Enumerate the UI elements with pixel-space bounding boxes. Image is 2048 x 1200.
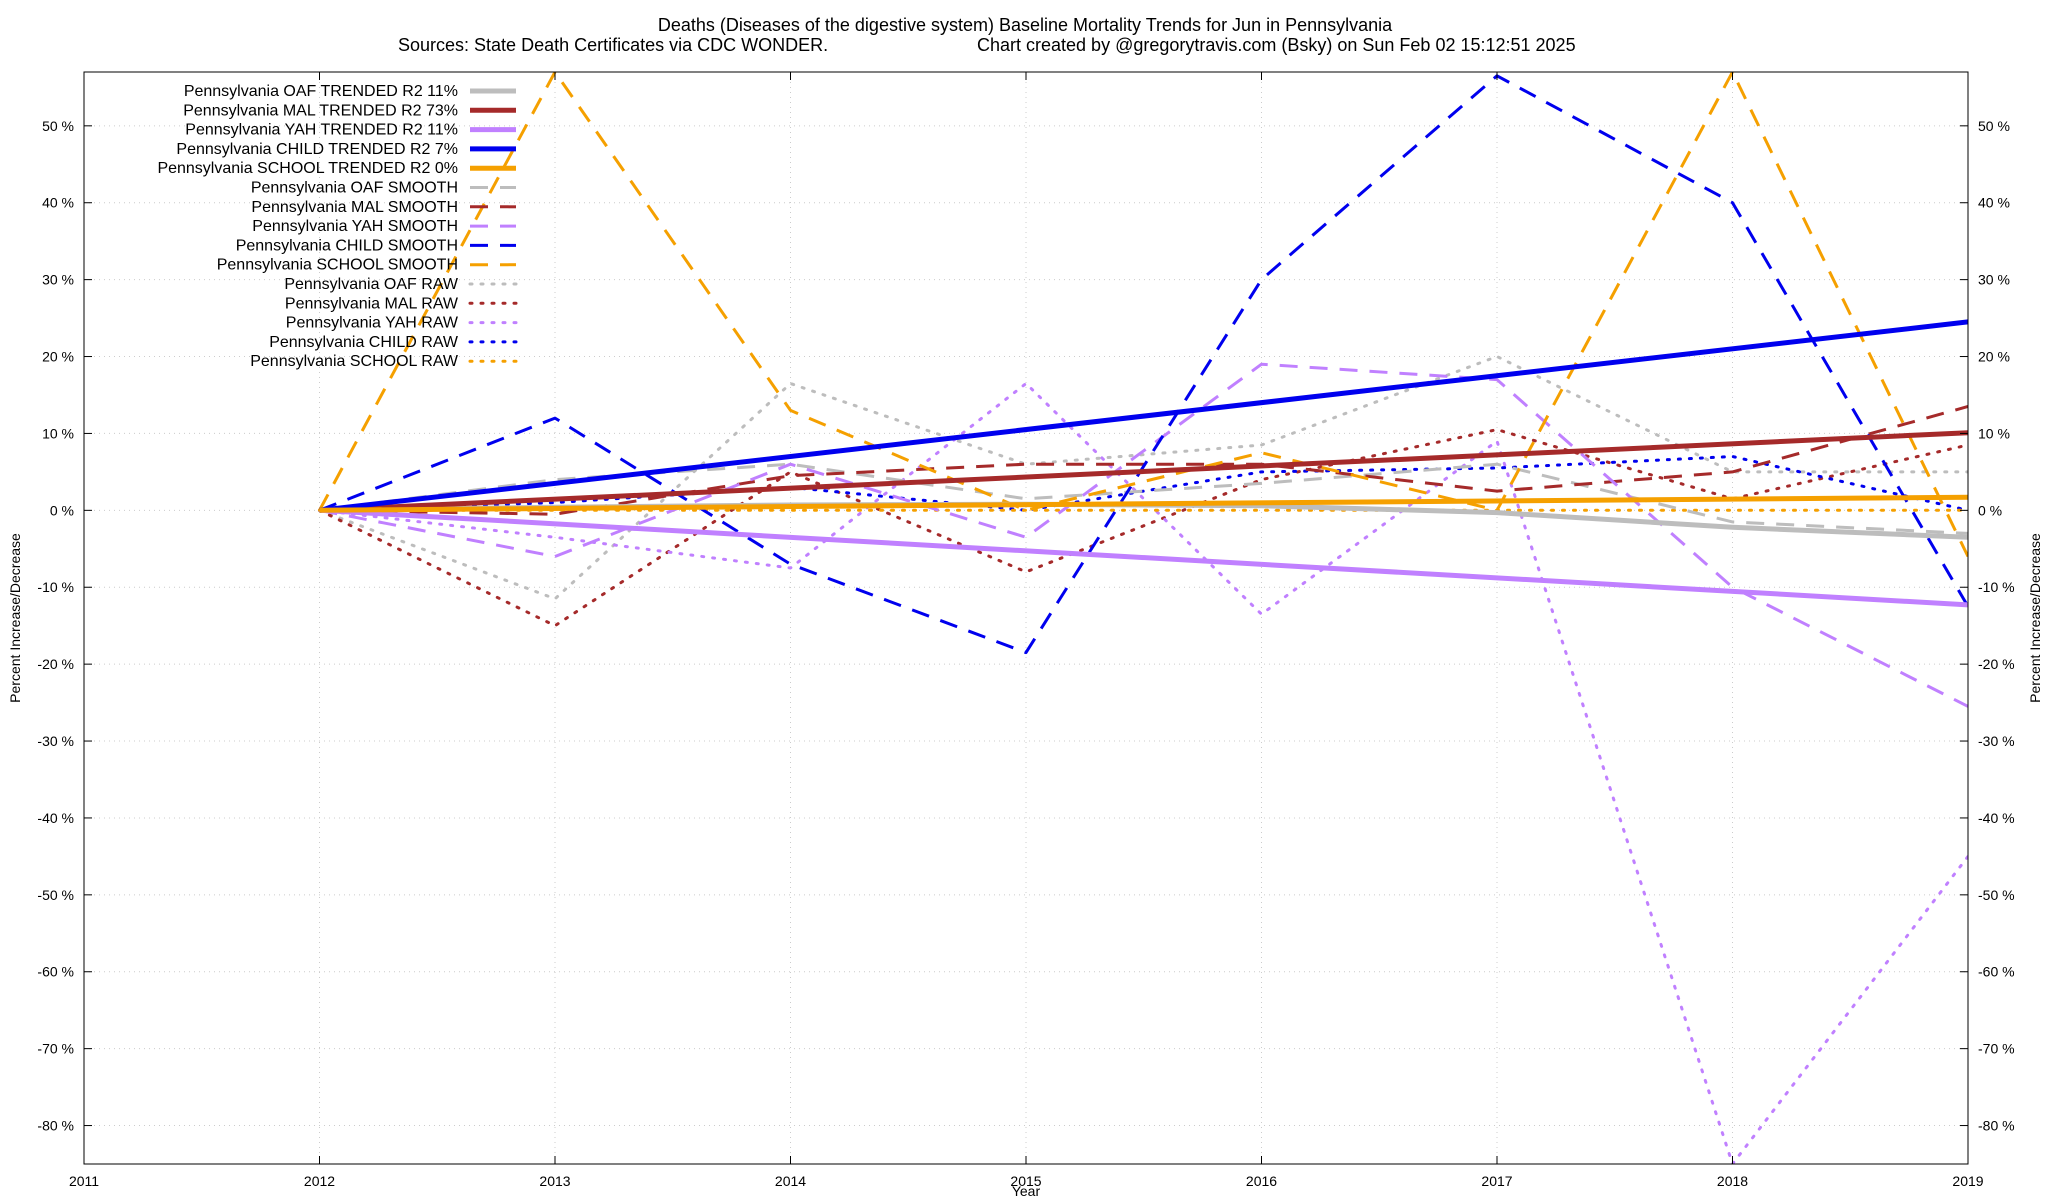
legend-label-13: Pennsylvania CHILD RAW	[269, 334, 459, 351]
ticks-layer: 2011 2012 2013 2014 2015 2016 2017 2018 2019 -80 …	[37, 72, 2015, 1189]
y-tick-label-right: 30 %	[1978, 272, 2010, 288]
series-line-13	[318, 455, 1968, 512]
x-tick-label: 2013	[539, 1173, 570, 1189]
legend-label-10: Pennsylvania OAF RAW	[284, 276, 459, 293]
y-tick-label-left: -10 %	[37, 579, 74, 595]
series-line-1	[319, 430, 1968, 513]
chart-title: Deaths (Diseases of the digestive system…	[658, 15, 1393, 35]
legend-label-2: Pennsylvania YAH TRENDED R2 11%	[185, 122, 458, 139]
series-line-7	[319, 362, 1968, 708]
y-tick-label-left: -40 %	[37, 810, 74, 826]
y-tick-label-left: -70 %	[37, 1041, 74, 1057]
grid-layer	[83, 72, 1969, 1164]
y-axis-label-right: Percent Increase/Decrease	[2027, 533, 2043, 703]
chart-subtitle-credit: Chart created by @gregorytravis.com (Bsk…	[977, 35, 1576, 55]
y-tick-label-left: 10 %	[42, 425, 74, 441]
y-tick-label-right: 40 %	[1978, 195, 2010, 211]
series-line-11	[318, 428, 1968, 628]
y-tick-label-right: 50 %	[1978, 118, 2010, 134]
x-tick-label: 2018	[1717, 1173, 1748, 1189]
x-tick-label: 2017	[1481, 1173, 1512, 1189]
y-tick-label-left: 50 %	[42, 118, 74, 134]
y-tick-label-left: -60 %	[37, 964, 74, 980]
legend-label-9: Pennsylvania SCHOOL SMOOTH	[217, 257, 458, 274]
y-tick-label-left: 40 %	[42, 195, 74, 211]
y-tick-label-right: 20 %	[1978, 349, 2010, 365]
series-line-2	[319, 507, 1968, 608]
x-tick-label: 2014	[775, 1173, 806, 1189]
x-tick-label: 2019	[1952, 1173, 1983, 1189]
y-axis-label-left: Percent Increase/Decrease	[7, 533, 23, 703]
legend-label-0: Pennsylvania OAF TRENDED R2 11%	[184, 83, 458, 100]
legend-label-3: Pennsylvania CHILD TRENDED R2 7%	[176, 141, 458, 158]
series-line-4	[319, 494, 1968, 513]
legend-label-4: Pennsylvania SCHOOL TRENDED R2 0%	[157, 160, 458, 177]
y-tick-label-right: -80 %	[1978, 1118, 2015, 1134]
legend-label-11: Pennsylvania MAL RAW	[285, 295, 459, 312]
x-tick-label: 2011	[69, 1173, 99, 1189]
y-tick-label-left: 20 %	[42, 349, 74, 365]
y-tick-label-left: -80 %	[37, 1118, 74, 1134]
y-tick-label-right: 10 %	[1978, 425, 2010, 441]
legend-label-12: Pennsylvania YAH RAW	[286, 315, 459, 332]
x-tick-label: 2015	[1010, 1173, 1041, 1189]
x-axis-label: Year	[1012, 1183, 1041, 1199]
y-tick-label-right: 0 %	[1978, 502, 2002, 518]
y-tick-label-right: -50 %	[1978, 887, 2015, 903]
legend-label-5: Pennsylvania OAF SMOOTH	[251, 180, 458, 197]
y-tick-label-right: -30 %	[1978, 733, 2015, 749]
y-tick-label-right: -20 %	[1978, 656, 2015, 672]
y-tick-label-left: 30 %	[42, 272, 74, 288]
y-tick-label-right: -40 %	[1978, 810, 2015, 826]
y-tick-label-left: -30 %	[37, 733, 74, 749]
legend-label-6: Pennsylvania MAL SMOOTH	[251, 199, 458, 216]
series-layer	[318, 72, 1968, 1164]
y-tick-label-right: -70 %	[1978, 1041, 2015, 1057]
legend-label-14: Pennsylvania SCHOOL RAW	[250, 353, 459, 370]
legend-label-1: Pennsylvania MAL TRENDED R2 73%	[183, 102, 458, 119]
y-tick-label-right: -60 %	[1978, 964, 2015, 980]
legend-label-7: Pennsylvania YAH SMOOTH	[252, 218, 458, 235]
series-line-10	[318, 355, 1968, 601]
legend-layer: Pennsylvania OAF TRENDED R2 11% Pennsylva…	[157, 83, 518, 370]
legend-label-8: Pennsylvania CHILD SMOOTH	[236, 237, 458, 254]
chart-subtitle-source: Sources: State Death Certificates via CD…	[398, 35, 828, 55]
series-line-8	[318, 74, 1968, 655]
y-tick-label-right: -10 %	[1978, 579, 2015, 595]
y-tick-label-left: 0 %	[50, 502, 74, 518]
series-line-3	[319, 319, 1968, 513]
x-tick-label: 2012	[304, 1173, 335, 1189]
y-tick-label-left: -50 %	[37, 887, 74, 903]
x-tick-label: 2016	[1246, 1173, 1277, 1189]
y-tick-label-left: -20 %	[37, 656, 74, 672]
